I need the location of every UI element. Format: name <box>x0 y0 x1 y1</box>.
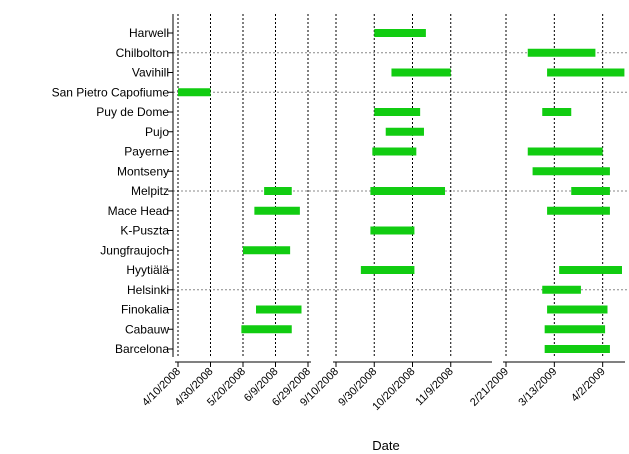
campaign-bar <box>527 48 596 57</box>
campaign-bar <box>544 345 610 353</box>
bar-layer <box>178 29 625 353</box>
station-label: Barcelona <box>115 342 169 356</box>
campaign-bar <box>542 285 581 294</box>
station-label: Payerne <box>124 145 169 159</box>
x-tick-label: 11/9/2008 <box>413 366 456 409</box>
campaign-bar <box>544 325 606 334</box>
campaign-bar <box>370 187 446 195</box>
station-label: Hyytiälä <box>126 263 169 277</box>
x-axis-title: Date <box>372 438 399 453</box>
campaign-bar <box>547 206 610 215</box>
campaign-bar <box>374 29 426 37</box>
x-tick-label: 2/21/2009 <box>468 366 511 409</box>
campaign-bar <box>532 167 610 176</box>
campaign-bar <box>372 147 417 156</box>
station-label: Helsinki <box>127 283 169 297</box>
station-label: Harwell <box>129 26 169 40</box>
campaign-bar <box>547 68 625 77</box>
station-label: San Pietro Capofiume <box>52 85 170 99</box>
campaign-bar <box>385 127 424 136</box>
campaign-bar <box>243 246 291 255</box>
campaign-bar <box>178 88 211 97</box>
station-label: Pujo <box>145 125 169 139</box>
campaign-bar <box>254 206 300 215</box>
campaign-bar <box>527 147 603 156</box>
station-label: Vavihill <box>132 66 169 80</box>
station-label: Montseny <box>117 164 169 178</box>
campaign-bar <box>256 305 302 314</box>
station-label: Cabauw <box>125 322 169 336</box>
station-label: Mace Head <box>108 204 169 218</box>
campaign-bar <box>264 187 292 195</box>
station-label: Chilbolton <box>116 46 169 60</box>
station-label: Puy de Dome <box>96 105 169 119</box>
campaign-bar <box>571 187 610 195</box>
label-layer: 4/10/20084/30/20085/20/20086/9/20086/29/… <box>52 26 608 413</box>
station-label: K-Puszta <box>120 224 169 238</box>
station-label: Finokalia <box>121 303 169 317</box>
axis-layer <box>168 14 625 367</box>
station-label: Jungfraujoch <box>100 243 169 257</box>
campaign-bar <box>241 325 292 334</box>
campaign-bar <box>360 266 415 274</box>
campaign-bar <box>374 108 421 116</box>
campaign-bar <box>547 305 608 314</box>
campaign-bar <box>542 108 572 116</box>
x-tick-label: 3/13/2009 <box>516 366 559 409</box>
station-label: Melpitz <box>131 184 169 198</box>
campaign-bar <box>559 266 622 274</box>
x-tick-label: 4/2/2009 <box>569 366 608 405</box>
campaign-bar <box>370 226 415 235</box>
campaign-bar <box>391 68 451 77</box>
